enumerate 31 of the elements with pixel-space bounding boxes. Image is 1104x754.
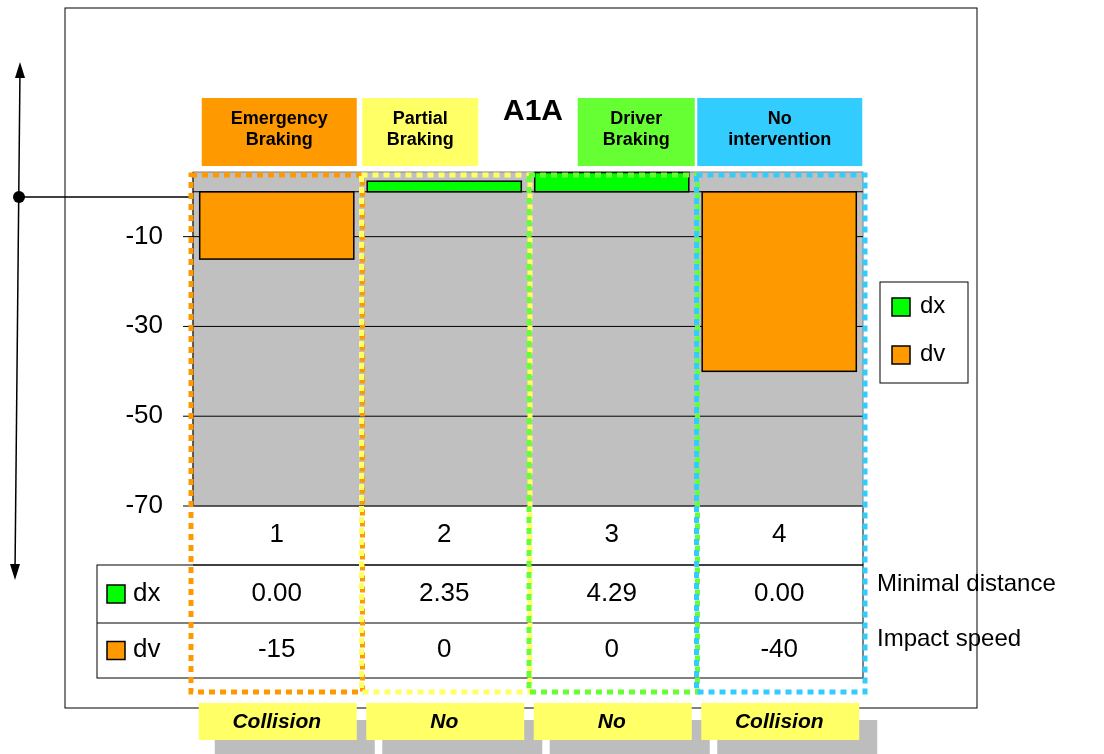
data-label: 2.35 xyxy=(418,576,470,607)
x-tick-label: 3 xyxy=(604,518,619,549)
text: Collision xyxy=(734,708,824,732)
y-tick-label: -70 xyxy=(125,488,163,519)
text: Partial Braking xyxy=(386,108,454,150)
data-label: -15 xyxy=(257,633,296,664)
data-label: -40 xyxy=(760,633,799,664)
legend-label: dv xyxy=(920,339,946,367)
text: No intervention xyxy=(728,108,832,150)
y-tick-label: -50 xyxy=(125,399,163,430)
chart-title: A1A xyxy=(502,92,564,126)
x-tick-label: 1 xyxy=(269,518,284,549)
data-label: 4.29 xyxy=(586,576,638,607)
text: dx xyxy=(133,576,161,607)
y-tick-label: -10 xyxy=(125,219,163,250)
legend-label: dx xyxy=(920,291,946,319)
x-tick-label: 2 xyxy=(437,518,452,549)
text: Emergency Braking xyxy=(230,108,328,150)
x-tick-label: 4 xyxy=(772,518,787,549)
text: dv xyxy=(133,633,161,664)
text: No xyxy=(430,708,459,732)
text: Driver Braking xyxy=(602,108,670,150)
text: Collision xyxy=(232,708,322,732)
y-tick-label: -30 xyxy=(125,309,163,340)
text: No xyxy=(597,708,626,732)
data-label: 0.00 xyxy=(251,576,303,607)
text: Minimal distance xyxy=(877,569,1056,597)
data-label: 0 xyxy=(604,633,619,664)
data-label: 0 xyxy=(437,633,452,664)
text: Impact speed xyxy=(877,624,1022,652)
data-label: 0.00 xyxy=(753,576,805,607)
